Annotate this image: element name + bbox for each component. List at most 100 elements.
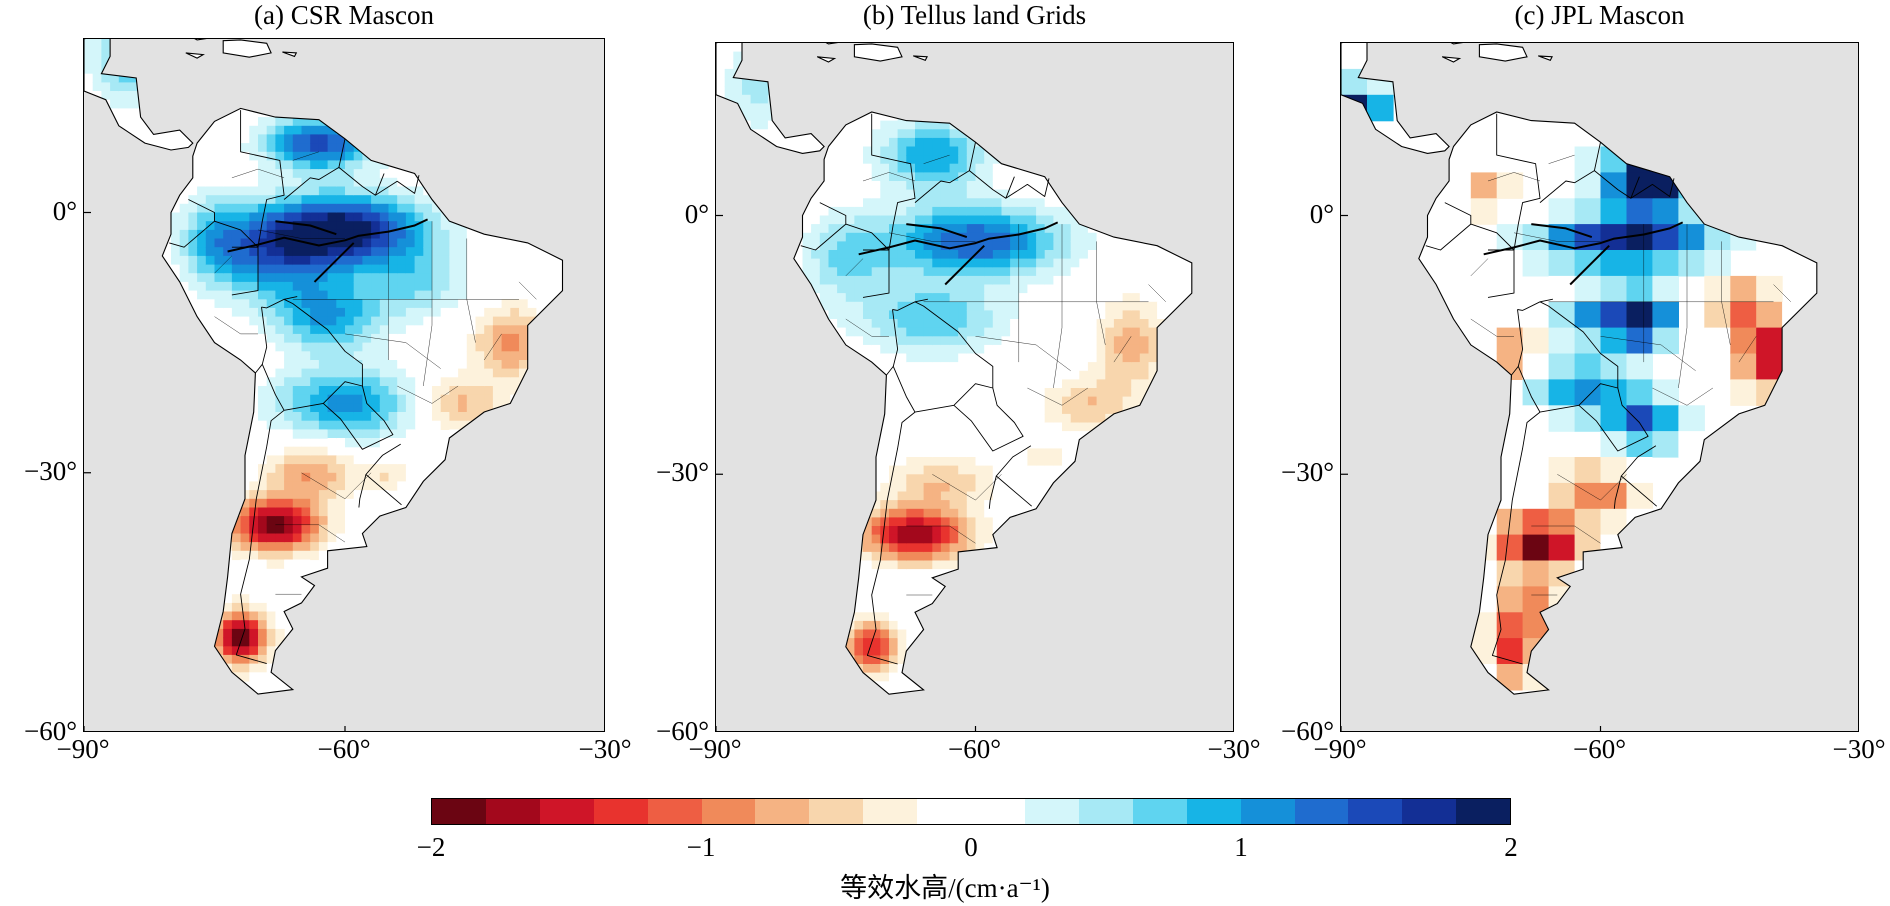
- state-line: [214, 255, 233, 274]
- country-border: [988, 475, 997, 509]
- country-border: [969, 170, 1050, 199]
- country-border: [338, 167, 420, 196]
- country-border: [1517, 309, 1541, 413]
- panel-b-title: (b) Tellus land Grids: [862, 0, 1087, 30]
- panel-a-map[interactable]: [83, 38, 605, 732]
- country-border: [283, 138, 346, 200]
- river-line: [858, 221, 1059, 256]
- country-border: [995, 445, 1032, 507]
- country-border: [1425, 202, 1472, 251]
- state-line: [466, 238, 476, 343]
- colorbar-tick-label: 0: [964, 832, 978, 862]
- colorbar-cell: [647, 799, 702, 824]
- x-tick-label: −30°: [1207, 734, 1261, 764]
- state-line: [1652, 387, 1714, 406]
- state-line: [1470, 318, 1514, 337]
- y-tick-label: 0°: [52, 195, 77, 226]
- colorbar-cell: [809, 799, 864, 824]
- state-line: [1548, 154, 1575, 164]
- country-border: [871, 113, 916, 251]
- colorbar-cell: [1348, 799, 1403, 824]
- state-line: [1053, 224, 1063, 389]
- country-border: [1620, 445, 1657, 507]
- country-border: [914, 142, 976, 203]
- state-line: [518, 281, 537, 300]
- panel-a-svg: [84, 39, 604, 731]
- state-line: [1557, 474, 1627, 501]
- river-line: [227, 218, 429, 253]
- colorbar-cell: [1294, 799, 1349, 824]
- country-border: [866, 411, 916, 665]
- state-line: [301, 472, 372, 499]
- state-line: [1513, 232, 1601, 242]
- state-line: [1096, 241, 1106, 345]
- y-tick-label: −60°: [655, 716, 709, 746]
- country-border: [1594, 170, 1675, 199]
- y-tick-label: −30°: [655, 457, 709, 488]
- coastline: [161, 107, 564, 695]
- state-line: [932, 474, 1002, 501]
- colorbar-tick-label: 2: [1504, 832, 1518, 862]
- colorbar-cell: [1186, 799, 1241, 824]
- coastline: [222, 39, 272, 58]
- state-line: [257, 229, 345, 239]
- coastline: [913, 55, 928, 61]
- state-line: [1027, 387, 1089, 406]
- x-tick-label: −60°: [317, 734, 371, 764]
- country-border: [1539, 383, 1618, 413]
- country-border: [235, 409, 285, 665]
- coastline: [1478, 43, 1528, 62]
- country-border: [365, 443, 402, 506]
- y-tick-label: −60°: [1280, 716, 1334, 746]
- country-border: [1496, 113, 1541, 251]
- colorbar-cell: [917, 799, 972, 824]
- state-line: [975, 336, 1071, 371]
- state-line: [275, 524, 346, 543]
- country-border: [1517, 298, 1553, 311]
- colorbar-cell: [1456, 799, 1511, 824]
- state-line: [423, 221, 433, 387]
- x-tick-label: −60°: [947, 734, 1002, 764]
- country-border: [1630, 176, 1640, 199]
- state-line: [1773, 284, 1791, 302]
- river-line: [1569, 244, 1610, 286]
- colorbar-cell: [1402, 799, 1457, 824]
- colorbar-cell: [1132, 799, 1187, 824]
- coastline: [716, 43, 825, 154]
- state-line: [923, 154, 950, 164]
- country-border: [914, 301, 994, 388]
- colorbar-cell: [701, 799, 756, 824]
- x-tick-label: −90°: [56, 734, 110, 764]
- state-line: [1148, 284, 1166, 302]
- state-line: [906, 525, 976, 544]
- panel-a-title: (a) CSR Mascon: [254, 0, 434, 30]
- y-tick-label: −60°: [23, 716, 77, 746]
- country-border: [1578, 387, 1649, 452]
- state-line: [1113, 336, 1132, 363]
- coastline: [84, 39, 194, 151]
- state-line: [231, 168, 285, 178]
- x-tick-label: −30°: [578, 734, 632, 764]
- colorbar-cell: [971, 799, 1025, 824]
- river-line: [1483, 221, 1684, 256]
- state-line: [1678, 224, 1688, 389]
- country-border: [845, 223, 890, 251]
- panel-b-map[interactable]: [715, 42, 1234, 732]
- panel-c-title: (c) JPL Mascon: [1514, 0, 1685, 30]
- colorbar-tick-label: 1: [1234, 832, 1248, 862]
- coastline: [793, 111, 1193, 695]
- panel-c-svg: [1341, 43, 1858, 731]
- coastline: [185, 52, 205, 59]
- state-line: [1721, 241, 1731, 345]
- country-border: [1470, 223, 1515, 251]
- colorbar-cell: [539, 799, 594, 824]
- colorbar-cell: [1240, 799, 1295, 824]
- river-line: [313, 242, 355, 283]
- coastline: [1341, 43, 1450, 154]
- panel-c-map[interactable]: [1340, 42, 1859, 732]
- country-border: [322, 385, 394, 450]
- country-border: [800, 202, 847, 251]
- country-border: [1539, 301, 1619, 388]
- colorbar-cell: [432, 799, 486, 824]
- x-tick-label: −90°: [1313, 734, 1367, 764]
